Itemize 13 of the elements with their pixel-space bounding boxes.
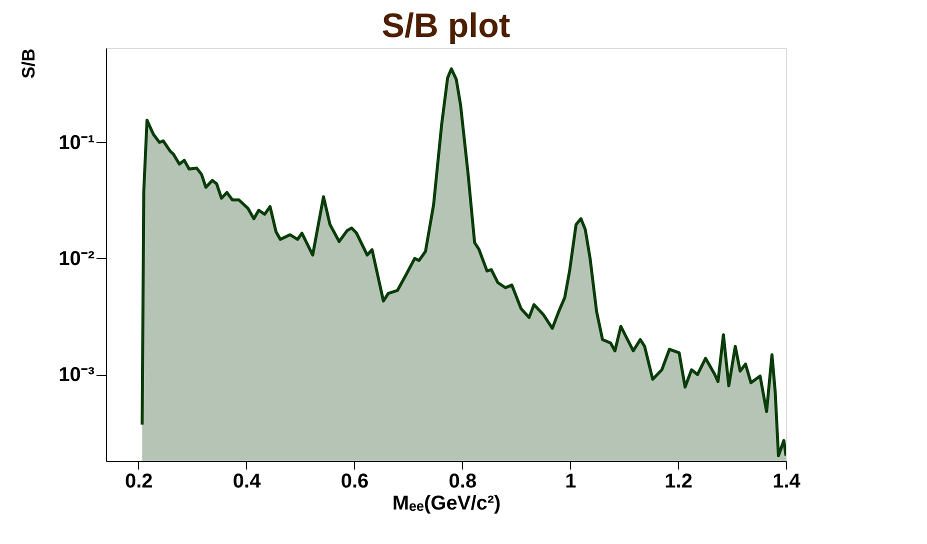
x-tick-label: 0.6	[340, 470, 369, 492]
x-tick-label: 1	[565, 470, 576, 492]
x-tick-label: 1.4	[772, 470, 802, 492]
x-tick-label: 0.8	[448, 470, 477, 492]
y-tick-label: 10⁻³	[58, 364, 95, 386]
x-tick-label: 1.2	[664, 470, 692, 492]
y-axis-title: S/B	[18, 48, 39, 79]
x-tick-label: 0.2	[124, 470, 153, 492]
x-tick-label: 0.4	[232, 470, 262, 492]
y-tick-label: 10⁻²	[58, 248, 95, 270]
y-tick-label: 10⁻¹	[58, 132, 95, 154]
x-axis-title: Mₑₑ(GeV/c²)	[392, 492, 501, 514]
chart-title: S/B plot	[382, 7, 510, 45]
